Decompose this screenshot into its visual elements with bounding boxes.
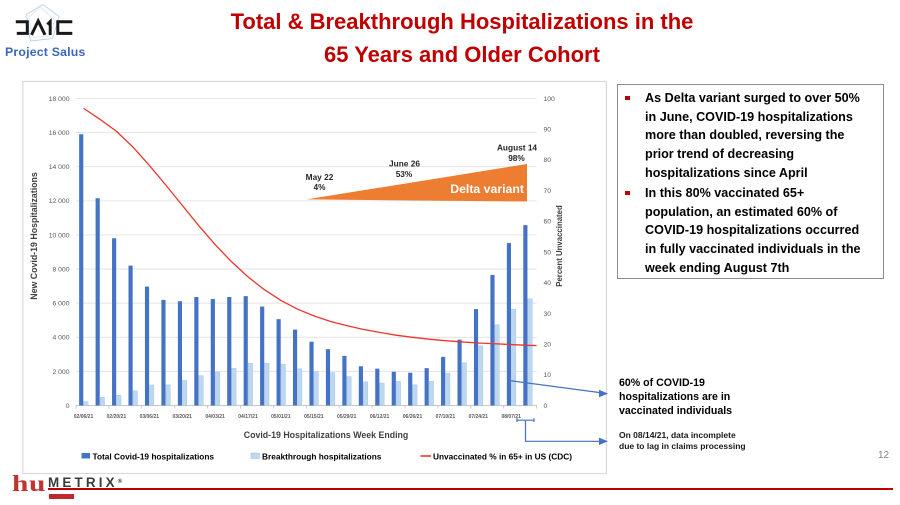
svg-text:8 000: 8 000 xyxy=(52,266,69,273)
svg-text:2 000: 2 000 xyxy=(52,369,69,376)
svg-text:04/17/21: 04/17/21 xyxy=(238,414,258,420)
svg-text:90: 90 xyxy=(544,127,552,134)
svg-text:07/24/21: 07/24/21 xyxy=(469,414,489,420)
svg-text:05/29/21: 05/29/21 xyxy=(337,414,357,420)
svg-text:16 000: 16 000 xyxy=(49,130,70,137)
svg-text:05/15/21: 05/15/21 xyxy=(304,414,324,420)
svg-text:Breakthrough hospitalizations: Breakthrough hospitalizations xyxy=(262,452,382,462)
svg-text:80: 80 xyxy=(544,157,552,164)
svg-text:June 26: June 26 xyxy=(389,159,420,169)
svg-text:14 000: 14 000 xyxy=(49,164,70,171)
svg-text:60: 60 xyxy=(544,219,552,226)
svg-text:53%: 53% xyxy=(396,169,413,179)
svg-text:03/06/21: 03/06/21 xyxy=(140,414,160,420)
svg-text:20: 20 xyxy=(544,341,552,348)
svg-text:Covid-19 Hospitalizations Week: Covid-19 Hospitalizations Week Ending xyxy=(244,430,409,440)
svg-text:10: 10 xyxy=(544,372,552,379)
svg-text:50: 50 xyxy=(544,249,552,256)
svg-text:06/26/21: 06/26/21 xyxy=(403,414,423,420)
svg-text:0: 0 xyxy=(66,403,70,410)
svg-text:May 22: May 22 xyxy=(306,172,334,182)
svg-text:05/01/21: 05/01/21 xyxy=(271,414,291,420)
svg-text:10 000: 10 000 xyxy=(49,232,70,239)
svg-text:Percent Unvaccinated: Percent Unvaccinated xyxy=(555,205,564,287)
svg-text:Total Covid-19 hospitalization: Total Covid-19 hospitalizations xyxy=(93,452,215,462)
svg-text:08/07/21: 08/07/21 xyxy=(501,414,521,420)
svg-text:18 000: 18 000 xyxy=(49,96,70,103)
svg-text:Unvaccinated % in 65+ in US (C: Unvaccinated % in 65+ in US (CDC) xyxy=(433,452,572,462)
svg-text:100: 100 xyxy=(544,96,556,103)
svg-text:August 14: August 14 xyxy=(497,143,537,153)
svg-text:6 000: 6 000 xyxy=(52,301,69,308)
svg-text:02/20/21: 02/20/21 xyxy=(107,414,127,420)
svg-text:4 000: 4 000 xyxy=(52,335,69,342)
svg-text:07/10/21: 07/10/21 xyxy=(436,414,456,420)
svg-text:0: 0 xyxy=(544,403,548,410)
svg-text:70: 70 xyxy=(544,188,552,195)
svg-text:06/12/21: 06/12/21 xyxy=(370,414,390,420)
svg-text:98%: 98% xyxy=(508,153,525,163)
svg-text:04/03/21: 04/03/21 xyxy=(205,414,225,420)
svg-text:4%: 4% xyxy=(314,182,327,192)
svg-text:30: 30 xyxy=(544,311,552,318)
svg-text:12 000: 12 000 xyxy=(49,198,70,205)
svg-text:03/20/21: 03/20/21 xyxy=(172,414,192,420)
svg-text:02/06/21: 02/06/21 xyxy=(74,414,94,420)
svg-text:New Covid-19 Hospitalizations: New Covid-19 Hospitalizations xyxy=(29,172,39,300)
svg-text:40: 40 xyxy=(544,280,552,287)
svg-text:Delta variant: Delta variant xyxy=(450,182,524,196)
